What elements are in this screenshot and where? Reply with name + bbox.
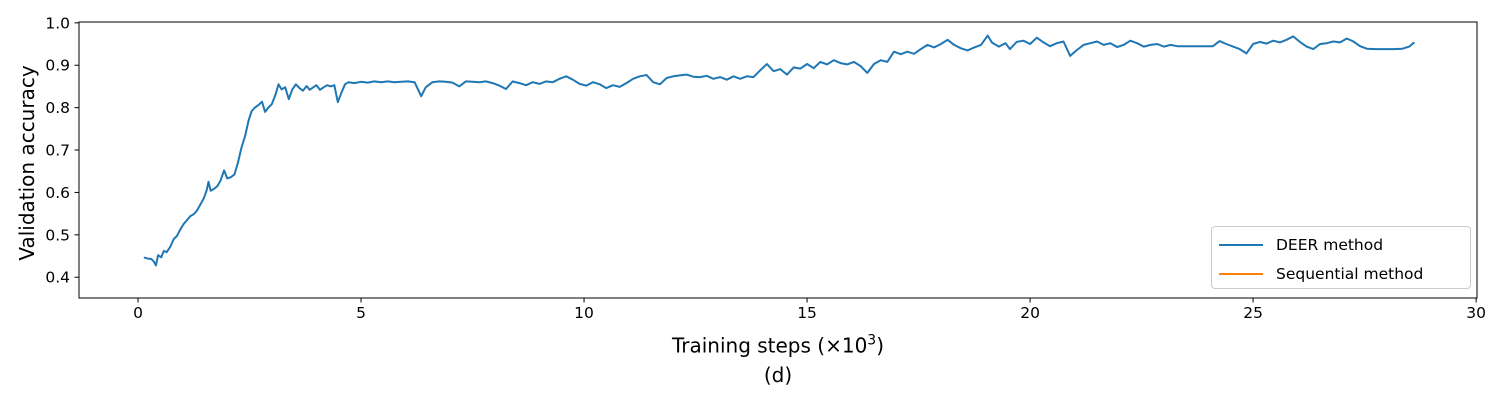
- y-tick-label: 0.7: [45, 142, 70, 160]
- legend: DEER method Sequential method: [1211, 226, 1471, 289]
- x-tick-label: 30: [1466, 304, 1486, 322]
- x-tick-label: 15: [797, 304, 817, 322]
- y-tick-label: 0.8: [45, 99, 70, 117]
- x-axis-label-text: Training steps (×10: [671, 333, 868, 358]
- x-axis-label-exponent: 3: [867, 332, 877, 349]
- legend-line-swatch-deer: [1219, 243, 1263, 246]
- legend-label-sequential: Sequential method: [1276, 264, 1424, 283]
- axes-frame: [78, 21, 1478, 299]
- x-tick-label: 0: [133, 304, 143, 322]
- legend-label-deer: DEER method: [1276, 235, 1384, 254]
- y-tick-label: 0.4: [45, 269, 70, 287]
- y-axis-label: Validation accuracy: [15, 65, 39, 261]
- y-tick-label: 1.0: [45, 14, 70, 32]
- x-tick-label: 10: [574, 304, 594, 322]
- subplot-caption: (d): [763, 363, 793, 387]
- y-tick-label: 0.9: [45, 57, 70, 75]
- legend-line-swatch-sequential: [1219, 272, 1263, 275]
- y-tick-label: 0.5: [45, 226, 70, 244]
- legend-item-deer: DEER method: [1219, 230, 1470, 259]
- x-axis-label: Training steps (×103): [672, 333, 884, 358]
- x-tick-label: 5: [356, 304, 366, 322]
- deer-line: [143, 34, 1415, 267]
- x-axis-label-close: ): [876, 333, 885, 358]
- legend-item-sequential: Sequential method: [1219, 259, 1470, 288]
- x-tick-label: 20: [1020, 304, 1040, 322]
- y-tick-label: 0.6: [45, 184, 70, 202]
- x-tick-label: 25: [1243, 304, 1263, 322]
